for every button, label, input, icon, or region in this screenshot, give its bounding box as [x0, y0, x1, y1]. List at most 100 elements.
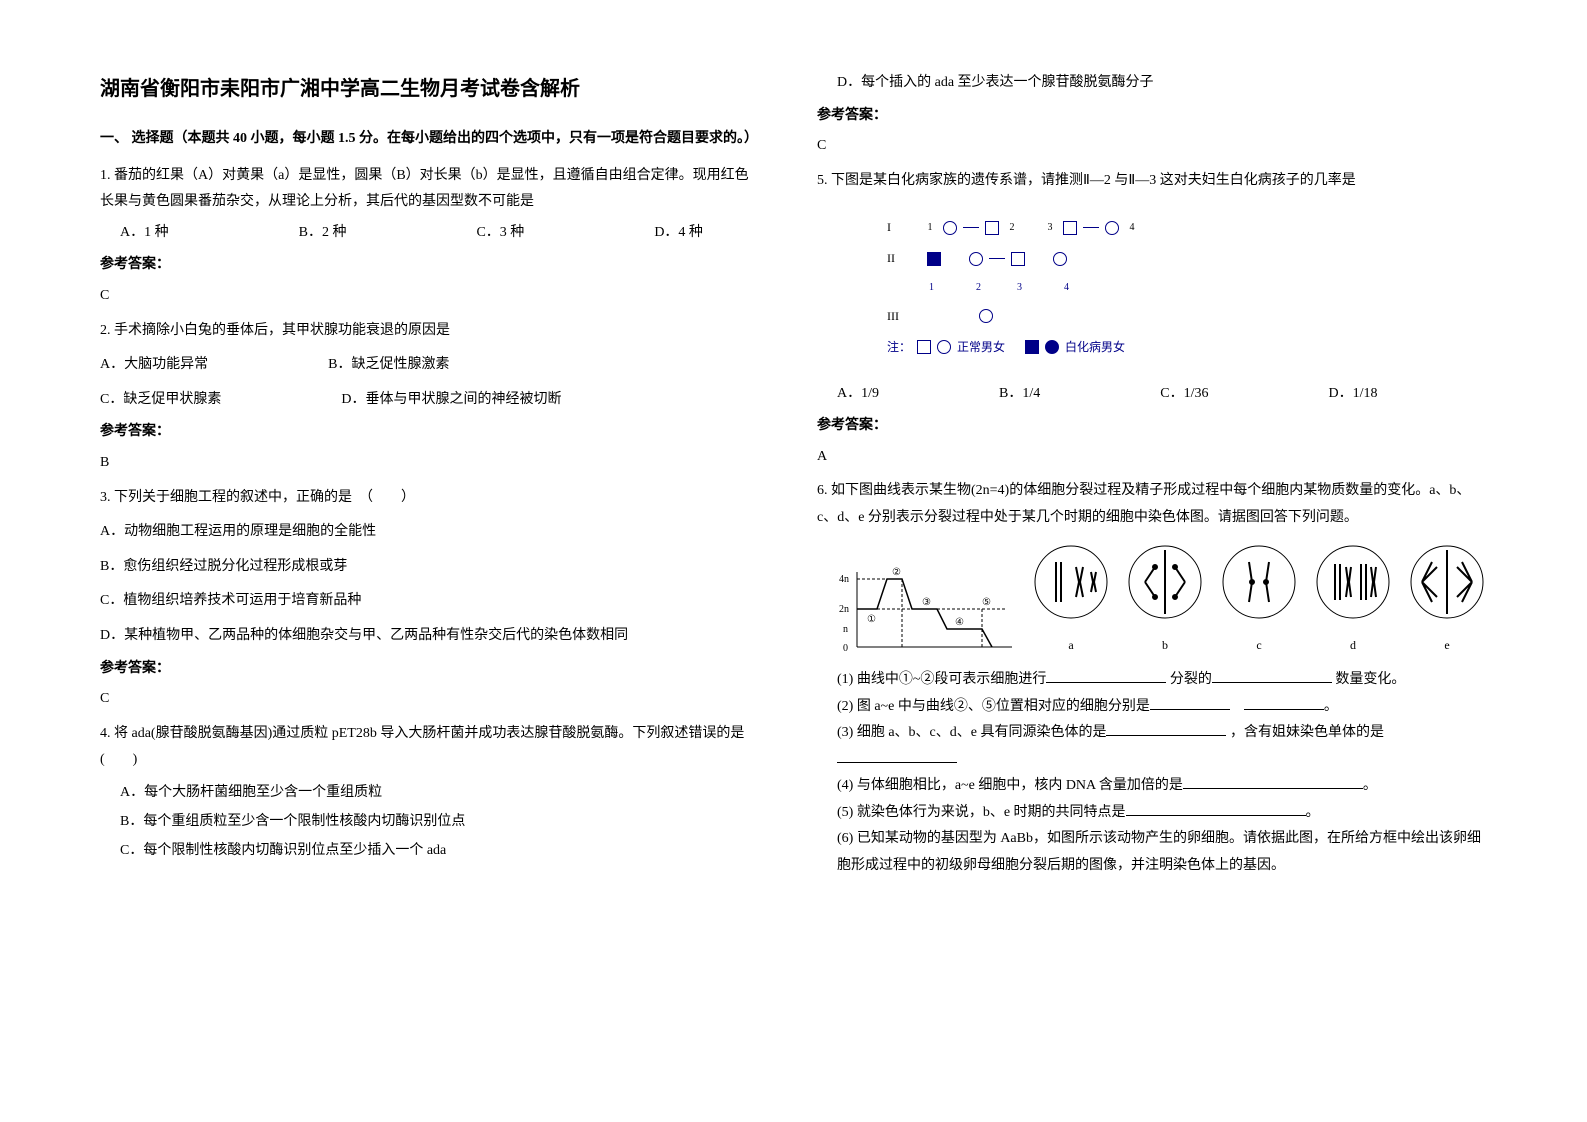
q6-sub5-end: 。 [1306, 805, 1320, 820]
q3-ans-label: 参考答案： [100, 656, 757, 683]
q1-ans-label: 参考答案： [100, 252, 757, 279]
q6-sub6: (6) 已知某动物的基因型为 AaBb，如图所示该动物产生的卵细胞。请依据此图，… [817, 826, 1487, 879]
q6-sub1b: 分裂的 [1170, 672, 1212, 687]
q3-ans: C [100, 686, 757, 713]
q6-sub4-end: 。 [1363, 778, 1377, 793]
cell-a [1031, 542, 1111, 622]
q2-opt-b: B．缺乏促性腺激素 [328, 352, 449, 379]
svg-text:4n: 4n [839, 574, 849, 585]
q2-text: 2. 手术摘除小白兔的垂体后，其甲状腺功能衰退的原因是 [100, 318, 757, 345]
svg-text:②: ② [892, 567, 901, 578]
q2-ans-label: 参考答案： [100, 419, 757, 446]
q2-options: A．大脑功能异常 B．缺乏促性腺激素 C．缺乏促甲状腺素 D．垂体与甲状腺之间的… [100, 352, 757, 413]
q6-sub3b: ，含有姐妹染色单体的是 [1230, 725, 1384, 740]
cell-b [1125, 542, 1205, 622]
legend-normal: 正常男女 [957, 336, 1005, 359]
q5-text: 5. 下图是某白化病家族的遗传系谱，请推测Ⅱ—2 与Ⅱ—3 这对夫妇生白化病孩子… [817, 168, 1487, 195]
q4-text: 4. 将 ada(腺苷酸脱氨酶基因)通过质粒 pET28b 导入大肠杆菌并成功表… [100, 721, 757, 774]
q5-ans: A [817, 444, 1487, 471]
q5-ans-label: 参考答案： [817, 413, 1487, 440]
q3-opt-b: B．愈伤组织经过脱分化过程形成根或芽 [100, 554, 757, 581]
cell-c [1219, 542, 1299, 622]
q1-opt-c: C．3 种 [476, 220, 524, 247]
q6-text: 6. 如下图曲线表示某生物(2n=4)的体细胞分裂过程及精子形成过程中每个细胞内… [817, 478, 1487, 531]
q6-sub3a: (3) 细胞 a、b、c、d、e 具有同源染色体的是 [837, 725, 1106, 740]
q4-opt-a: A．每个大肠杆菌细胞至少含一个重组质粒 [120, 782, 757, 803]
q4-ans-label: 参考答案： [817, 103, 1487, 130]
q1-ans: C [100, 283, 757, 310]
svg-text:0: 0 [843, 643, 848, 654]
svg-text:n: n [843, 624, 848, 635]
q5-opt-a: A．1/9 [837, 381, 879, 408]
q6-sub5: (5) 就染色体行为来说，b、e 时期的共同特点是 。 [817, 800, 1487, 827]
gen2-label: II [887, 247, 907, 270]
q4-opt-b: B．每个重组质粒至少含一个限制性核酸内切酶识别位点 [120, 811, 757, 832]
q1-opt-d: D．4 种 [654, 220, 703, 247]
pedigree-diagram: I 1 2 3 4 II 1234 III [877, 206, 1197, 368]
line-chart: 4n 2n n 0 ① ② ③ ④ ⑤ [837, 567, 1017, 657]
section-1-header: 一、 选择题（本题共 40 小题，每小题 1.5 分。在每小题给出的四个选项中，… [100, 126, 757, 153]
q1-opt-b: B．2 种 [299, 220, 347, 247]
legend-albino: 白化病男女 [1065, 336, 1125, 359]
q5-options: A．1/9 B．1/4 C．1/36 D．1/18 [817, 381, 1487, 408]
cell-label-b: b [1125, 634, 1205, 657]
circle-icon [937, 340, 951, 354]
svg-text:⑤: ⑤ [982, 597, 991, 608]
square-icon [985, 221, 999, 235]
cell-e [1407, 542, 1487, 622]
svg-text:③: ③ [922, 597, 931, 608]
q6-sub2: (2) 图 a~e 中与曲线②、⑤位置相对应的细胞分别是 。 [817, 694, 1487, 721]
cell-label-e: e [1407, 634, 1487, 657]
svg-text:2n: 2n [839, 604, 849, 615]
cell-label-c: c [1219, 634, 1299, 657]
exam-title: 湖南省衡阳市耒阳市广湘中学高二生物月考试卷含解析 [100, 70, 757, 108]
q4-options: A．每个大肠杆菌细胞至少含一个重组质粒 B．每个重组质粒至少含一个限制性核酸内切… [100, 782, 757, 861]
q6-sub2-end: 。 [1324, 699, 1338, 714]
svg-text:④: ④ [955, 617, 964, 628]
q5-opt-c: C．1/36 [1160, 381, 1208, 408]
circle-icon [979, 309, 993, 323]
q6-sub1c: 数量变化。 [1335, 672, 1405, 687]
q1-options: A．1 种 B．2 种 C．3 种 D．4 种 [100, 220, 757, 247]
cell-d [1313, 542, 1393, 622]
square-icon [917, 340, 931, 354]
q6-sub2-text: (2) 图 a~e 中与曲线②、⑤位置相对应的细胞分别是 [837, 699, 1150, 714]
q6-sub4a: (4) 与体细胞相比，a~e 细胞中，核内 DNA 含量加倍的是 [837, 778, 1183, 793]
q2-opt-d: D．垂体与甲状腺之间的神经被切断 [341, 387, 561, 414]
q5-opt-b: B．1/4 [999, 381, 1040, 408]
cell-label-a: a [1031, 634, 1111, 657]
pedigree-legend: 注： 正常男女 白化病男女 [887, 336, 1187, 359]
q3-opt-c: C．植物组织培养技术可运用于培育新品种 [100, 588, 757, 615]
square-icon [1063, 221, 1077, 235]
q4-opt-c: C．每个限制性核酸内切酶识别位点至少插入一个 ada [120, 840, 757, 861]
q6-sub1a: (1) 曲线中①~②段可表示细胞进行 [837, 672, 1046, 687]
right-column: D．每个插入的 ada 至少表达一个腺苷酸脱氨酶分子 参考答案： C 5. 下图… [817, 70, 1487, 1092]
q6-figure: 4n 2n n 0 ① ② ③ ④ ⑤ a b c [837, 542, 1487, 657]
q4-ans: C [817, 133, 1487, 160]
circle-icon [1053, 252, 1067, 266]
q6-sub5a: (5) 就染色体行为来说，b、e 时期的共同特点是 [837, 805, 1126, 820]
q3-opt-a: A．动物细胞工程运用的原理是细胞的全能性 [100, 519, 757, 546]
q3-opt-d: D．某种植物甲、乙两品种的体细胞杂交与甲、乙两品种有性杂交后代的染色体数相同 [100, 623, 757, 650]
circle-fill-icon [1045, 340, 1059, 354]
q3-text: 3. 下列关于细胞工程的叙述中，正确的是 （ ） [100, 485, 757, 512]
q5-opt-d: D．1/18 [1328, 381, 1377, 408]
q2-opt-c: C．缺乏促甲状腺素 [100, 387, 221, 414]
left-column: 湖南省衡阳市耒阳市广湘中学高二生物月考试卷含解析 一、 选择题（本题共 40 小… [100, 70, 757, 1092]
q6-sub4: (4) 与体细胞相比，a~e 细胞中，核内 DNA 含量加倍的是 。 [817, 773, 1487, 800]
svg-text:①: ① [867, 614, 876, 625]
gen3-label: III [887, 305, 907, 328]
q6-sub3: (3) 细胞 a、b、c、d、e 具有同源染色体的是 ，含有姐妹染色单体的是 [817, 720, 1487, 773]
legend-prefix: 注： [887, 336, 911, 359]
circle-icon [969, 252, 983, 266]
q2-opt-a: A．大脑功能异常 [100, 352, 208, 379]
square-fill-icon [927, 252, 941, 266]
gen1-label: I [887, 216, 907, 239]
q4-opt-d: D．每个插入的 ada 至少表达一个腺苷酸脱氨酶分子 [817, 70, 1487, 97]
q6-sub1: (1) 曲线中①~②段可表示细胞进行 分裂的 数量变化。 [817, 667, 1487, 694]
square-icon [1011, 252, 1025, 266]
square-fill-icon [1025, 340, 1039, 354]
q1-text: 1. 番茄的红果（A）对黄果（a）是显性，圆果（B）对长果（b）是显性，且遵循自… [100, 163, 757, 216]
q3-options: A．动物细胞工程运用的原理是细胞的全能性 B．愈伤组织经过脱分化过程形成根或芽 … [100, 519, 757, 649]
circle-icon [1105, 221, 1119, 235]
